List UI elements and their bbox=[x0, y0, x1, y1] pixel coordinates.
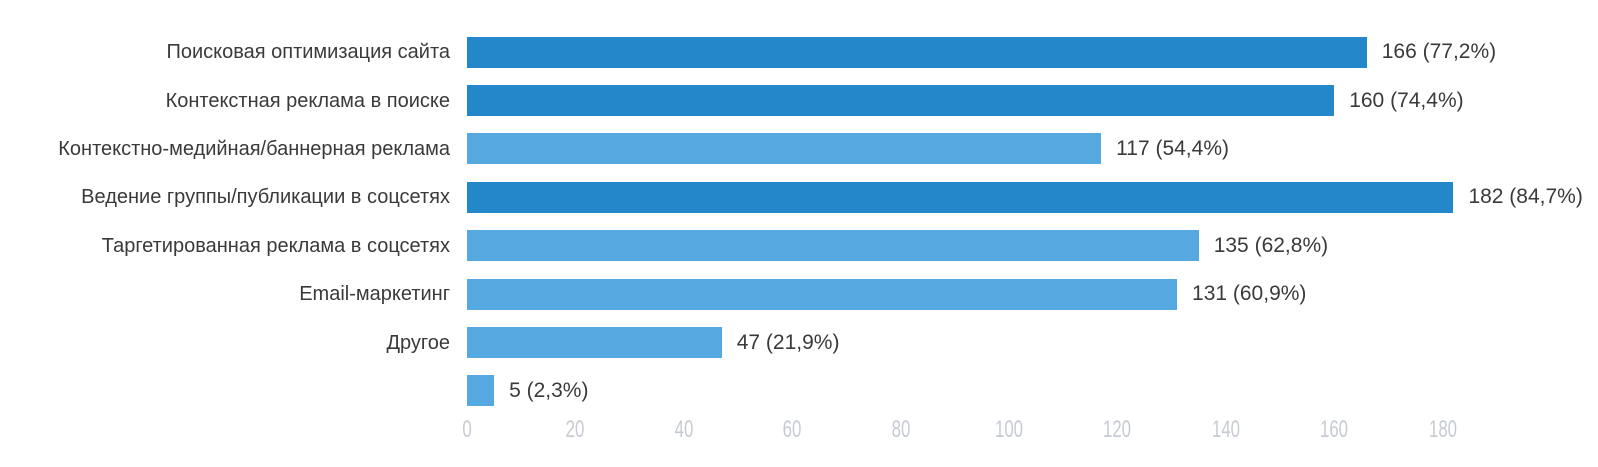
bar bbox=[467, 85, 1335, 117]
x-tick: 180 bbox=[1428, 416, 1457, 444]
plot-area: 182 (84,7%) bbox=[467, 181, 1583, 213]
category-label: Email-маркетинг bbox=[299, 283, 450, 306]
bar-row: Контекстно-медийная/баннерная реклама 11… bbox=[0, 125, 1598, 173]
x-tick: 80 bbox=[891, 416, 910, 444]
category-label: Таргетированная реклама в соцсетях bbox=[101, 234, 450, 257]
plot-area: 117 (54,4%) bbox=[467, 133, 1467, 165]
x-tick: 120 bbox=[1103, 416, 1132, 444]
horizontal-bar-chart: Поисковая оптимизация сайта 166 (77,2%) … bbox=[0, 28, 1598, 448]
x-tick: 60 bbox=[782, 416, 802, 444]
plot-area: 135 (62,8%) bbox=[467, 230, 1467, 262]
value-label: 135 (62,8%) bbox=[1213, 233, 1329, 257]
category-label: Поисковая оптимизация сайта bbox=[166, 41, 450, 64]
bar-row: Ведение группы/публикации в соцсетях 182… bbox=[0, 173, 1598, 221]
plot-area: 47 (21,9%) bbox=[467, 327, 1467, 359]
bar bbox=[467, 181, 1454, 213]
bar-row: Email-маркетинг 131 (60,9%) bbox=[0, 270, 1598, 318]
value-label: 117 (54,4%) bbox=[1116, 136, 1229, 160]
value-label: 131 (60,9%) bbox=[1192, 282, 1307, 306]
plot-area: 5 (2,3%) bbox=[467, 375, 1467, 407]
bar bbox=[467, 230, 1199, 262]
plot-area: 166 (77,2%) bbox=[467, 36, 1496, 68]
x-tick: 20 bbox=[566, 416, 585, 444]
value-label: 160 (74,4%) bbox=[1349, 88, 1464, 112]
bar-row: Другое 47 (21,9%) bbox=[0, 318, 1598, 366]
bar-row: 5 (2,3%) bbox=[0, 367, 1598, 415]
value-label: 182 (84,7%) bbox=[1468, 185, 1583, 209]
bar bbox=[467, 375, 495, 407]
value-label: 47 (21,9%) bbox=[736, 330, 840, 354]
plot-area: 131 (60,9%) bbox=[467, 278, 1467, 310]
category-label: Контекстная реклама в поиске bbox=[165, 89, 450, 112]
bar bbox=[467, 133, 1102, 165]
category-label: Контекстно-медийная/баннерная реклама bbox=[58, 137, 450, 160]
category-label: Другое bbox=[386, 331, 450, 354]
value-label: 5 (2,3%) bbox=[509, 378, 589, 402]
category-label: Ведение группы/публикации в соцсетях bbox=[81, 186, 450, 209]
x-axis: 0 20 40 60 80 100 120 140 160 180 bbox=[462, 416, 1467, 448]
x-tick: 0 bbox=[462, 416, 472, 444]
plot-area: 160 (74,4%) bbox=[467, 85, 1467, 117]
value-label: 166 (77,2%) bbox=[1381, 40, 1497, 64]
x-tick: 160 bbox=[1320, 416, 1349, 444]
bar bbox=[467, 36, 1367, 68]
bar-row: Таргетированная реклама в соцсетях 135 (… bbox=[0, 222, 1598, 270]
bar-row: Контекстная реклама в поиске 160 (74,4%) bbox=[0, 76, 1598, 124]
bar bbox=[467, 278, 1178, 310]
x-tick: 140 bbox=[1211, 416, 1240, 444]
bar-row: Поисковая оптимизация сайта 166 (77,2%) bbox=[0, 28, 1598, 76]
x-tick: 40 bbox=[674, 416, 694, 444]
x-tick: 100 bbox=[994, 416, 1024, 444]
bar bbox=[467, 327, 722, 359]
